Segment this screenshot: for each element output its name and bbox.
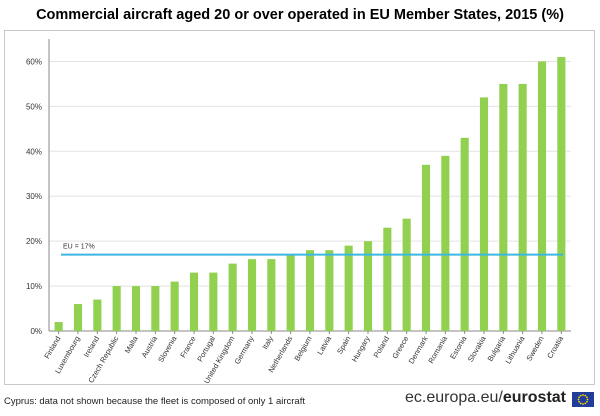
x-tick-label: Lithuania xyxy=(503,334,526,366)
x-tick-label: Greece xyxy=(390,335,410,361)
eu-flag-icon xyxy=(572,392,594,407)
chart-area: 0% 10% 20% 30% 40% 50% 60% Finland Luxembourg Ire… xyxy=(4,30,595,385)
bar xyxy=(209,272,218,331)
bar xyxy=(325,250,334,331)
x-tick-label: Sweden xyxy=(524,335,545,363)
bar xyxy=(479,97,489,332)
bar xyxy=(460,137,469,331)
y-tick-label: 50% xyxy=(26,102,42,111)
bar xyxy=(537,61,547,331)
bar xyxy=(228,263,237,331)
bar xyxy=(402,218,411,331)
x-tick-label: Estonia xyxy=(448,334,469,361)
y-tick-label: 30% xyxy=(26,192,42,201)
bar xyxy=(421,164,431,331)
x-tick-label: Slovenia xyxy=(156,334,179,364)
bar xyxy=(441,155,450,331)
x-tick-label: Croatia xyxy=(545,334,565,360)
x-tick-label: Latvia xyxy=(315,334,333,357)
bar xyxy=(170,281,179,331)
bar xyxy=(557,56,566,331)
bar xyxy=(131,286,141,331)
bar xyxy=(363,241,373,331)
y-tick-label: 60% xyxy=(26,57,42,66)
bar xyxy=(383,227,392,331)
x-tick-label: Slovakia xyxy=(466,334,488,364)
bar xyxy=(112,286,121,331)
bar xyxy=(286,254,295,331)
bar xyxy=(267,259,276,331)
source-prefix: ec.europa.eu/ xyxy=(405,389,503,406)
x-tick-label: Malta xyxy=(123,334,140,355)
x-tick-label: Austria xyxy=(140,334,160,359)
x-tick-label: Finland xyxy=(42,335,62,361)
bar xyxy=(247,259,257,331)
chart-title: Commercial aircraft aged 20 or over oper… xyxy=(36,7,564,23)
y-tick-label: 10% xyxy=(26,282,42,291)
source-link[interactable]: ec.europa.eu/eurostat xyxy=(405,389,566,407)
bar xyxy=(54,322,63,331)
x-tick-label: Romania xyxy=(426,334,449,365)
bar xyxy=(151,286,160,331)
footnote: Cyprus: data not shown because the fleet… xyxy=(4,396,305,407)
x-tick-label: Spain xyxy=(335,335,352,356)
y-tick-label: 0% xyxy=(30,327,42,336)
bar xyxy=(93,299,102,331)
x-tick-label: Poland xyxy=(372,335,391,360)
y-tick-label: 40% xyxy=(26,147,42,156)
source-brand: eurostat xyxy=(502,389,566,406)
x-tick-label: Hungary xyxy=(350,334,372,363)
bar xyxy=(189,272,199,331)
x-tick-label: Ireland xyxy=(82,335,101,359)
eu-average-label: EU = 17% xyxy=(63,244,95,251)
bar xyxy=(344,245,353,331)
bar xyxy=(518,83,527,331)
x-tick-label: Belgium xyxy=(292,335,313,363)
bar xyxy=(499,83,508,331)
x-tick-label: France xyxy=(178,335,197,360)
y-tick-label: 20% xyxy=(26,237,42,246)
x-tick-label: Italy xyxy=(260,334,275,351)
bar xyxy=(73,304,83,331)
bar xyxy=(305,250,315,331)
